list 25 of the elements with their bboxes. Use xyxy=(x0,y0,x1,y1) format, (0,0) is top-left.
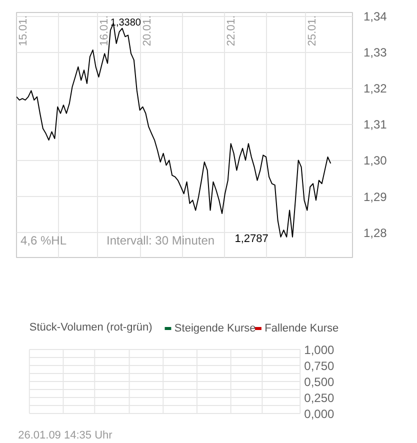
annotation: 25.01. xyxy=(306,15,318,46)
y-tick-label: 1,33 xyxy=(364,46,388,60)
y-tick-label: 1,29 xyxy=(364,190,388,204)
y-tick-label: 0,250 xyxy=(304,391,335,405)
y-tick-label: 1,30 xyxy=(364,154,388,168)
y-tick-label: 1,32 xyxy=(364,82,388,96)
y-tick-label: 1,34 xyxy=(364,10,388,24)
legend-label: Steigende Kurse xyxy=(174,322,256,334)
y-tick-label: 0,000 xyxy=(304,407,335,421)
text: 26.01.09 14:35 Uhr xyxy=(18,430,113,442)
annotation: 22.01. xyxy=(225,15,238,46)
y-tick-label: 1,28 xyxy=(364,226,388,240)
annotation: 20.01. xyxy=(141,15,154,46)
annotation: 1,3380 xyxy=(110,17,142,28)
annotation: 1,2787 xyxy=(234,232,268,245)
y-tick-label: 1,31 xyxy=(364,118,388,132)
y-tick-label: 0,750 xyxy=(304,359,335,373)
y-tick-label: 0,500 xyxy=(304,375,335,389)
annotation: 4,6 %HL xyxy=(20,234,67,248)
legend-label: Fallende Kurse xyxy=(264,322,339,334)
annotation: 16.01. xyxy=(98,15,110,46)
annotation: 15.01. xyxy=(18,15,30,46)
chart-title: Stück-Volumen (rot-grün) xyxy=(29,322,152,334)
y-tick-label: 1,000 xyxy=(304,343,335,357)
annotation: Intervall: 30 Minuten xyxy=(106,234,215,248)
